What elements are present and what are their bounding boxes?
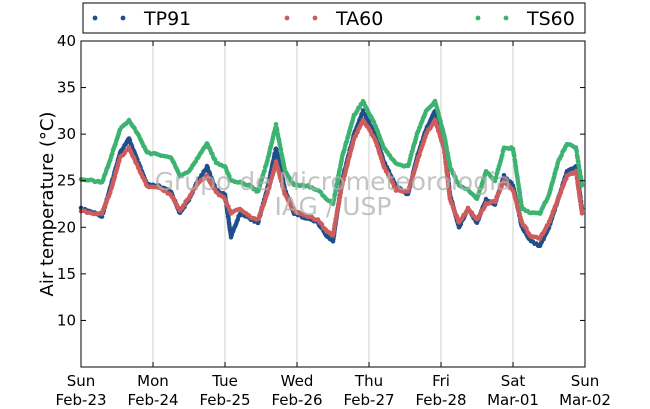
- data-points: [78, 98, 585, 249]
- data-point: [579, 211, 585, 216]
- x-tick-date-label: Mar-02: [559, 391, 611, 409]
- x-tick-date-label: Feb-25: [199, 391, 250, 409]
- x-tick-date-label: Feb-28: [415, 391, 466, 409]
- legend: TP91 TA60 TS60: [82, 2, 586, 34]
- plot-frame: [80, 40, 586, 368]
- x-tick-day-label: Wed: [281, 372, 314, 390]
- data-point: [262, 168, 267, 173]
- x-tick-day-label: Fri: [432, 372, 450, 390]
- data-point: [512, 153, 517, 159]
- legend-label-ts60: TS60: [526, 8, 575, 30]
- series-ta60: [78, 117, 585, 242]
- x-tick-day-label: Mon: [137, 372, 169, 390]
- data-point: [279, 179, 284, 185]
- y-tick-label: 20: [57, 218, 76, 236]
- legend-marker: [120, 15, 126, 21]
- x-tick-date-label: Feb-23: [55, 391, 106, 409]
- watermark-line-2: IAG / USP: [275, 192, 392, 221]
- y-tick-label: 15: [57, 265, 76, 283]
- data-point: [335, 207, 341, 213]
- y-tick-label: 30: [57, 125, 76, 143]
- data-point: [273, 122, 279, 127]
- x-tick-day-label: Sat: [501, 372, 526, 390]
- watermark: Grupo de Micrometeorologia IAG / USP: [155, 167, 512, 221]
- watermark-line-1: Grupo de Micrometeorologia: [155, 167, 512, 196]
- axes: SunFeb-23MonFeb-24TueFeb-25WedFeb-26ThuF…: [55, 32, 610, 409]
- data-point: [574, 149, 579, 154]
- y-tick-label: 25: [57, 172, 76, 190]
- x-tick-date-label: Feb-24: [127, 391, 178, 409]
- x-tick-date-label: Feb-26: [271, 391, 322, 409]
- x-tick-date-label: Feb-27: [343, 391, 394, 409]
- x-tick-day-label: Sun: [571, 372, 600, 390]
- y-tick-label: 35: [57, 79, 76, 97]
- y-axis-title: Air temperature (°C): [37, 112, 58, 297]
- y-tick-label: 10: [57, 311, 76, 329]
- legend-marker: [92, 15, 98, 21]
- x-tick-day-label: Thu: [354, 372, 383, 390]
- series-ts60: [78, 98, 585, 216]
- data-point: [500, 152, 505, 158]
- legend-marker: [503, 15, 509, 21]
- legend-marker: [475, 15, 481, 21]
- y-tick-label: 40: [57, 32, 76, 50]
- x-tick-date-label: Mar-01: [487, 391, 539, 409]
- legend-box: [82, 2, 586, 34]
- x-tick-day-label: Sun: [67, 372, 96, 390]
- legend-label-tp91: TP91: [143, 8, 191, 30]
- grid-lines: [152, 41, 514, 367]
- legend-marker: [284, 15, 290, 21]
- legend-marker: [312, 15, 318, 21]
- legend-label-ta60: TA60: [335, 8, 383, 30]
- x-tick-day-label: Tue: [211, 372, 238, 390]
- data-point: [579, 183, 585, 188]
- data-point: [493, 175, 499, 180]
